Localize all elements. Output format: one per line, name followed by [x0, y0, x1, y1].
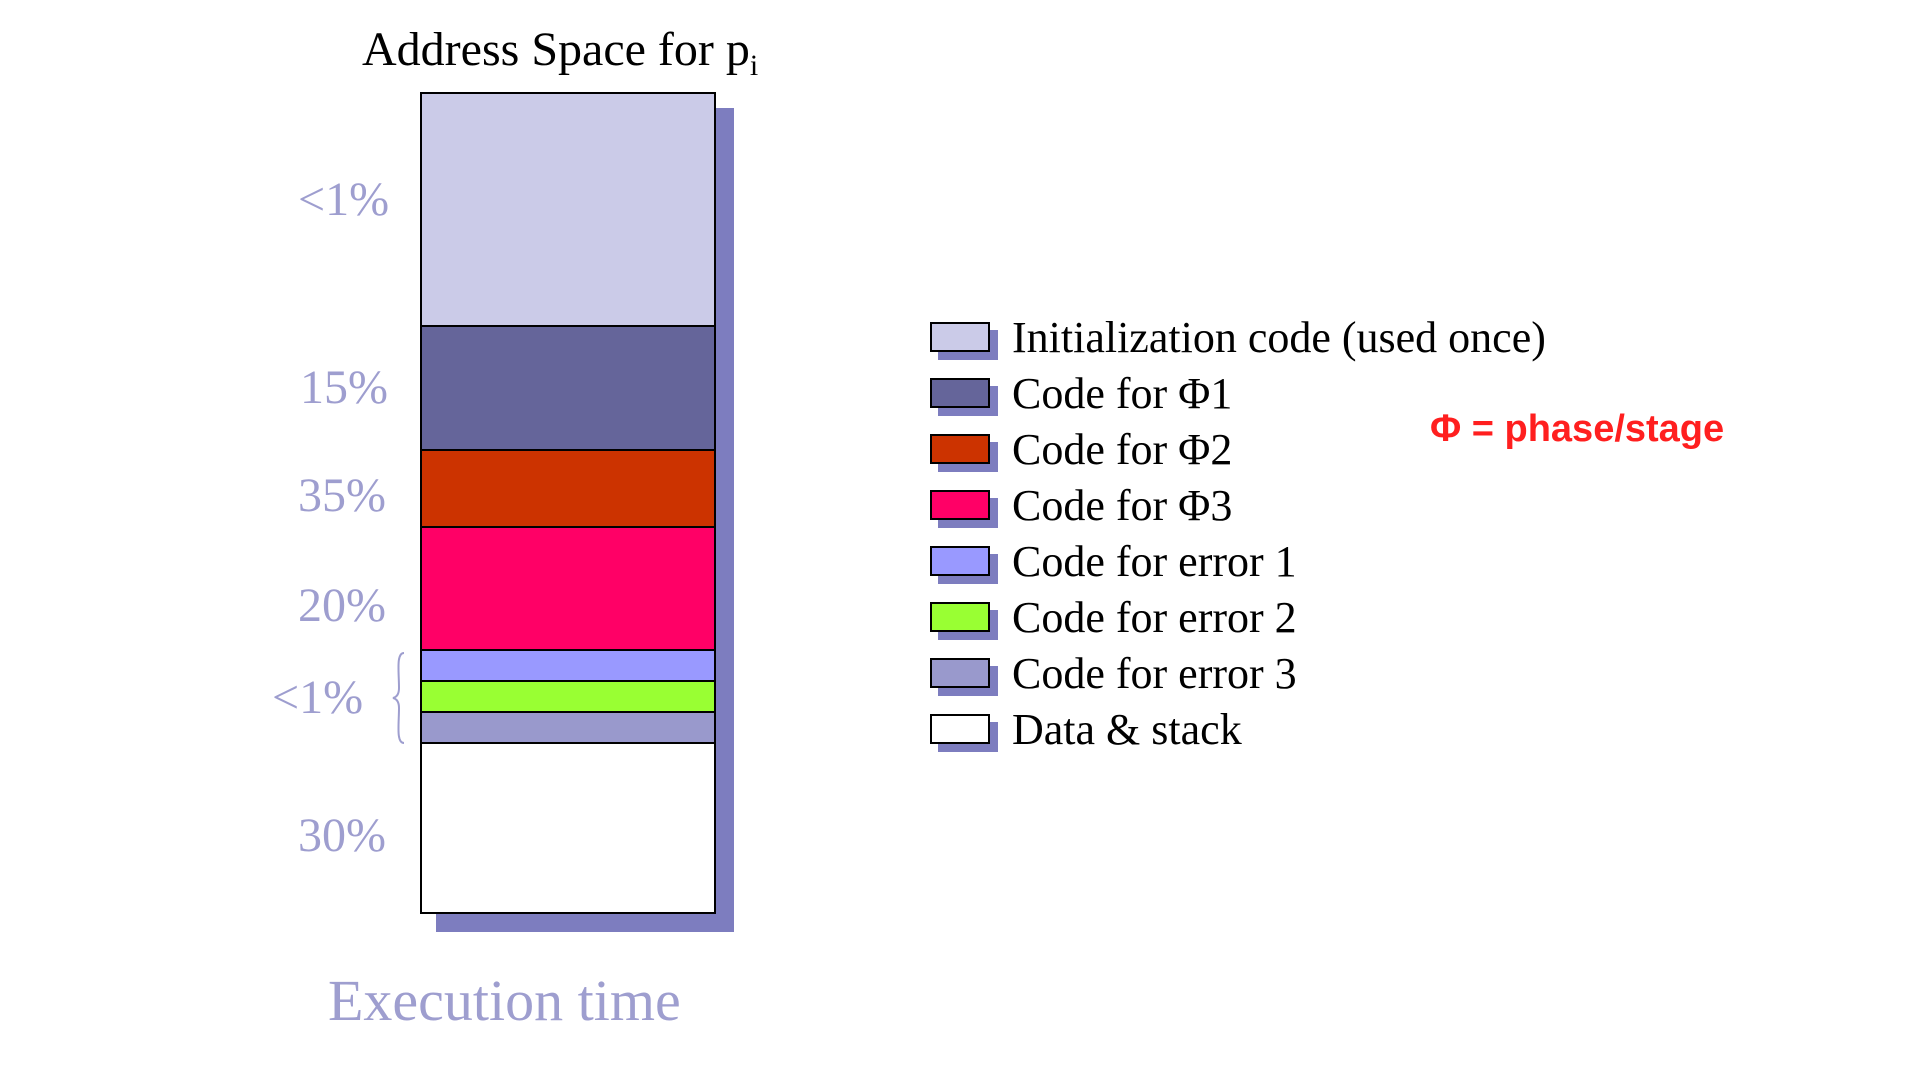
percent-label-phase3: 20% [298, 579, 386, 632]
percent-label-init: <1% [298, 173, 390, 226]
percent-label-phase2: 35% [298, 469, 386, 522]
percent-label-errors: <1% [272, 671, 364, 724]
legend-label: Code for error 1 [1012, 537, 1297, 586]
percent-label-data: 30% [298, 809, 386, 862]
legend-label: Code for Φ2 [1012, 425, 1233, 474]
title-text: Address Space for p [362, 23, 750, 76]
segment-phase1 [422, 325, 714, 449]
percent-label-phase1: 15% [300, 361, 388, 414]
segment-error3 [422, 710, 714, 742]
diagram-title: Address Space for pi [362, 26, 758, 81]
legend-label: Initialization code (used once) [1012, 313, 1546, 362]
legend-swatch [930, 602, 990, 632]
legend-label: Code for Φ1 [1012, 369, 1233, 418]
legend-label: Code for error 3 [1012, 649, 1297, 698]
legend-swatch [930, 322, 990, 352]
phase-note: Φ = phase/stage [1430, 408, 1725, 450]
legend-swatch [930, 434, 990, 464]
segment-error2 [422, 679, 714, 711]
legend-swatch [930, 658, 990, 688]
legend-swatch [930, 490, 990, 520]
legend-swatch [930, 714, 990, 744]
legend-label: Data & stack [1012, 705, 1242, 754]
x-axis-label: Execution time [328, 968, 681, 1033]
segment-phase3 [422, 525, 714, 650]
segment-phase2 [422, 449, 714, 526]
address-space-stack [420, 92, 716, 914]
segment-init [422, 94, 714, 326]
legend-label: Code for error 2 [1012, 593, 1297, 642]
legend-label: Code for Φ3 [1012, 481, 1233, 530]
error-group-brace [392, 652, 405, 744]
title-subscript: i [749, 49, 759, 82]
legend-swatch [930, 378, 990, 408]
segment-data [422, 741, 714, 912]
segment-error1 [422, 649, 714, 680]
legend-swatch [930, 546, 990, 576]
